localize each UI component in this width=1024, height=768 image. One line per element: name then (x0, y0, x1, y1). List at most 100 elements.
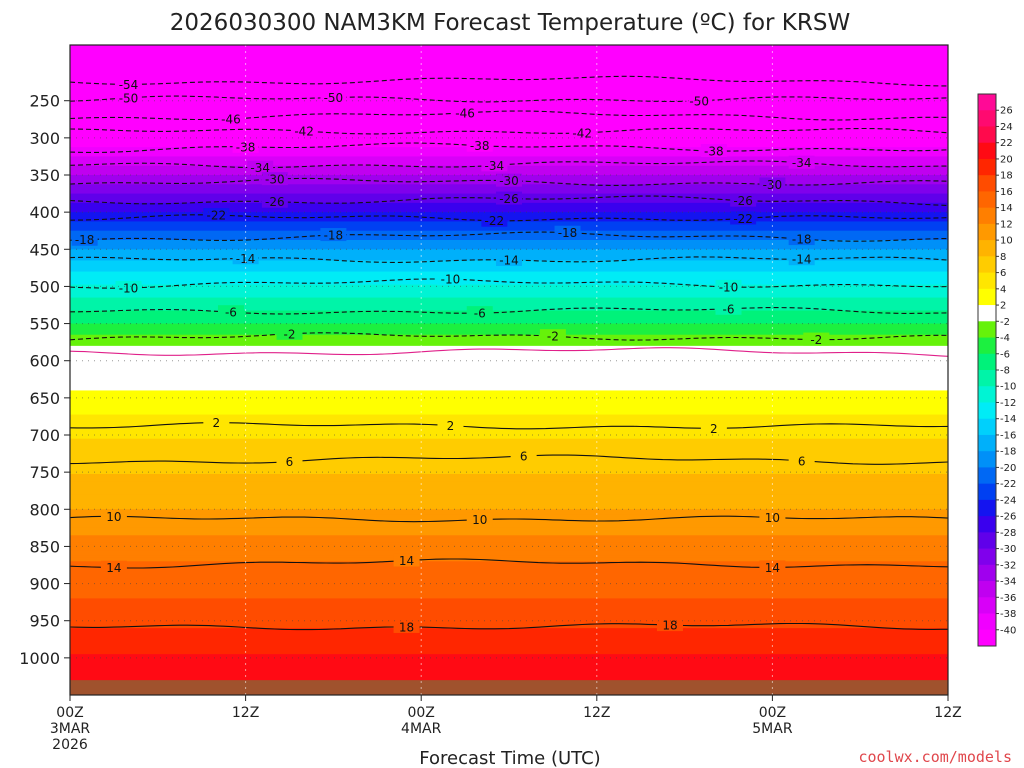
fill-band (70, 566, 948, 570)
contour-label: 2 (213, 416, 221, 430)
fill-band (70, 288, 948, 291)
fill-band (70, 331, 948, 334)
contour-label: 6 (798, 454, 806, 468)
fill-band (70, 78, 948, 81)
fill-band (70, 433, 948, 436)
fill-band (70, 128, 948, 132)
fill-band (70, 583, 948, 587)
fill-band (70, 154, 948, 158)
fill-band (70, 631, 948, 635)
fill-band (70, 121, 948, 124)
contour-label-bg (496, 191, 522, 205)
y-tick-label: 300 (29, 129, 60, 148)
fill-band (70, 576, 948, 579)
fill-band (70, 420, 948, 423)
fill-band (70, 267, 948, 271)
fill-band (70, 585, 948, 588)
fill-band (70, 514, 948, 518)
fill-band (70, 618, 948, 622)
fill-band (70, 579, 948, 583)
y-tick-label: 700 (29, 426, 60, 445)
fill-band (70, 639, 948, 642)
fill-band (70, 360, 948, 364)
fill-band (70, 412, 948, 416)
fill-band (70, 126, 948, 130)
fill-band (70, 273, 948, 276)
fill-band (70, 115, 948, 119)
fill-band (70, 329, 948, 332)
fill-band (70, 338, 948, 341)
fill-band (70, 71, 948, 74)
fill-band (70, 93, 948, 96)
fill-band (70, 578, 948, 581)
fill-band (70, 386, 948, 390)
contour-label-bg (700, 143, 727, 157)
contour-label: -22 (733, 212, 753, 226)
fill-band (70, 171, 948, 174)
fill-band (70, 56, 948, 59)
x-tick-label: 12Z (934, 705, 961, 721)
fill-band (70, 219, 948, 223)
fill-band (70, 318, 948, 321)
fill-band (70, 418, 948, 421)
contour-label: -18 (75, 233, 95, 247)
fill-band (70, 457, 948, 460)
contour-line (70, 278, 948, 289)
contour-label-bg (437, 272, 464, 286)
fill-band (70, 409, 948, 412)
fill-band (70, 108, 948, 111)
fill-band (70, 648, 948, 652)
fill-band (70, 366, 948, 369)
fill-band (70, 548, 948, 551)
contour-label-bg (71, 232, 98, 246)
contour-label: -18 (324, 229, 344, 243)
fill-band (70, 544, 948, 548)
fill-band (70, 364, 948, 367)
colorbar-swatch (978, 370, 996, 387)
fill-band (70, 475, 948, 479)
fill-band (70, 422, 948, 425)
fill-band (70, 652, 948, 655)
fill-band (70, 591, 948, 594)
colorbar-label: 14 (1000, 203, 1013, 214)
fill-band (70, 323, 948, 327)
fill-band (70, 615, 948, 618)
contour-label: -34 (792, 156, 812, 170)
fill-band (70, 444, 948, 447)
fill-band (70, 654, 948, 657)
fill-band (70, 650, 948, 653)
contour-label-bg (554, 225, 581, 239)
x-tick-date: 3MAR (50, 721, 91, 737)
y-tick-label: 850 (29, 537, 60, 556)
fill-band (70, 587, 948, 590)
fill-band (70, 97, 948, 100)
fill-band (70, 243, 948, 247)
contour-label: 10 (106, 510, 121, 524)
contour-lines: -54-50 -50 -50-46 -46-42 -42-38 -38 -38-34 -34-… (70, 75, 948, 634)
fill-band (70, 481, 948, 484)
fill-band (70, 492, 948, 496)
fill-band (70, 423, 948, 427)
contour-line (70, 622, 948, 631)
colorbar-label: -18 (1000, 447, 1016, 458)
fill-band (70, 150, 948, 154)
fill-band (70, 462, 948, 466)
fill-band (70, 58, 948, 61)
fill-band (70, 466, 948, 470)
colorbar-swatch (978, 223, 996, 241)
contour-label-bg (466, 512, 493, 526)
fill-band (70, 507, 948, 510)
fill-band (70, 160, 948, 163)
fill-band (70, 468, 948, 471)
fill-band (70, 147, 948, 150)
contour-label: 14 (399, 554, 414, 568)
fill-band (70, 214, 948, 217)
fill-band (70, 542, 948, 546)
x-tick-label: 12Z (232, 705, 259, 721)
fill-band (70, 589, 948, 592)
fill-band (70, 308, 948, 312)
fill-band (70, 82, 948, 85)
colorbar-swatch (978, 305, 996, 322)
fill-band (70, 540, 948, 544)
fill-band (70, 557, 948, 561)
